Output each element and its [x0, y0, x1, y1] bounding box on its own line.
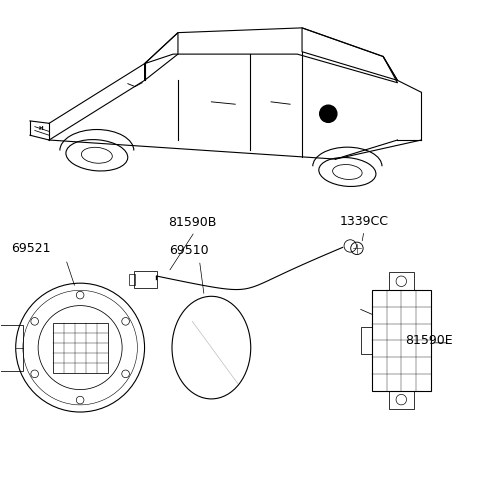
- Circle shape: [320, 105, 337, 122]
- Text: 69521: 69521: [11, 243, 51, 255]
- Bar: [389, 391, 414, 409]
- Bar: [389, 272, 414, 291]
- Bar: [134, 271, 157, 288]
- Bar: [129, 273, 135, 285]
- Bar: [0, 325, 23, 370]
- Bar: [361, 327, 372, 354]
- Text: 81590E: 81590E: [405, 334, 453, 347]
- Bar: [53, 322, 108, 373]
- Text: 1339CC: 1339CC: [339, 215, 389, 228]
- Text: 69510: 69510: [169, 244, 209, 257]
- Bar: [372, 291, 431, 391]
- Text: 81590B: 81590B: [168, 216, 216, 229]
- Text: H: H: [39, 125, 43, 130]
